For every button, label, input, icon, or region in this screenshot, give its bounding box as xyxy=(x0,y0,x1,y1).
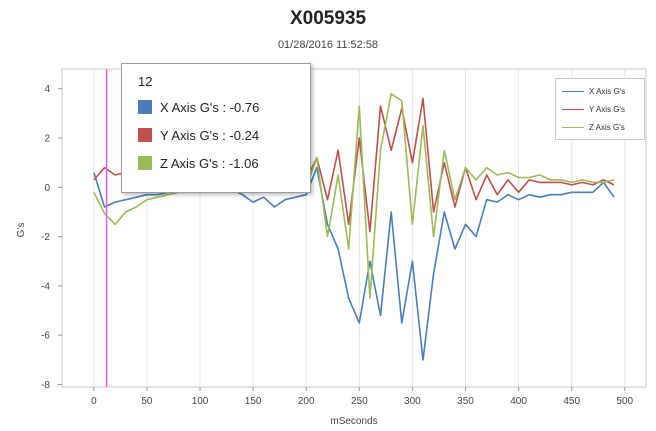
x-tick-label: 450 xyxy=(563,396,580,407)
tooltip-header: 12 xyxy=(138,74,153,89)
chart-title: X005935 xyxy=(289,8,367,29)
y-tick-label: 4 xyxy=(44,84,50,95)
y-tick-label: -6 xyxy=(41,331,50,342)
legend-label-z: Z Axis G's xyxy=(589,122,625,132)
x-tick-label: 500 xyxy=(616,396,633,407)
legend-line-z xyxy=(562,126,584,128)
legend-label-x: X Axis G's xyxy=(589,86,626,96)
tooltip-swatch-x xyxy=(138,100,152,114)
legend-label-y: Y Axis G's xyxy=(589,104,626,114)
data-tooltip: 12 X Axis G's : -0.76 Y Axis G's : -0.24… xyxy=(121,63,311,193)
x-tick-label: 200 xyxy=(298,396,315,407)
tooltip-text-y: Y Axis G's : -0.24 xyxy=(160,127,260,143)
legend-item-z[interactable]: Z Axis G's xyxy=(562,120,625,134)
x-tick-label: 300 xyxy=(404,396,421,407)
y-tick-label: 0 xyxy=(44,183,50,194)
tooltip-row-y: Y Axis G's : -0.24 xyxy=(138,125,259,145)
x-tick-label: 100 xyxy=(192,396,209,407)
tooltip-swatch-y xyxy=(138,128,152,142)
chart-legend: X Axis G's Y Axis G's Z Axis G's xyxy=(555,78,645,140)
x-axis-label: mSeconds xyxy=(330,416,377,427)
chart-subtitle: 01/28/2016 11:52:58 xyxy=(277,39,379,51)
tooltip-row-z: Z Axis G's : -1.06 xyxy=(138,153,259,173)
x-tick-label: 0 xyxy=(91,396,97,407)
y-tick-label: -8 xyxy=(41,380,50,391)
legend-item-x[interactable]: X Axis G's xyxy=(562,84,625,98)
tooltip-row-x: X Axis G's : -0.76 xyxy=(138,97,259,117)
tooltip-swatch-z xyxy=(138,156,152,170)
x-tick-label: 250 xyxy=(351,396,368,407)
legend-item-y[interactable]: Y Axis G's xyxy=(562,102,625,116)
legend-line-x xyxy=(562,90,584,92)
x-tick-label: 400 xyxy=(510,396,527,407)
legend-line-y xyxy=(562,108,584,110)
gridlines xyxy=(93,69,626,387)
y-axis-ticks: 4 2 0 -2 -4 -6 -8 xyxy=(41,84,62,391)
tooltip-text-x: X Axis G's : -0.76 xyxy=(160,99,260,115)
x-axis-ticks: 0 50 100 150 200 250 300 350 400 450 500 xyxy=(91,387,634,407)
y-tick-label: -4 xyxy=(41,281,50,292)
tooltip-text-z: Z Axis G's : -1.06 xyxy=(160,155,259,171)
y-tick-label: -2 xyxy=(41,232,50,243)
x-tick-label: 50 xyxy=(141,396,153,407)
y-axis-label: G's xyxy=(16,223,27,238)
x-tick-label: 350 xyxy=(457,396,474,407)
x-tick-label: 150 xyxy=(245,396,262,407)
y-tick-label: 2 xyxy=(44,134,50,145)
